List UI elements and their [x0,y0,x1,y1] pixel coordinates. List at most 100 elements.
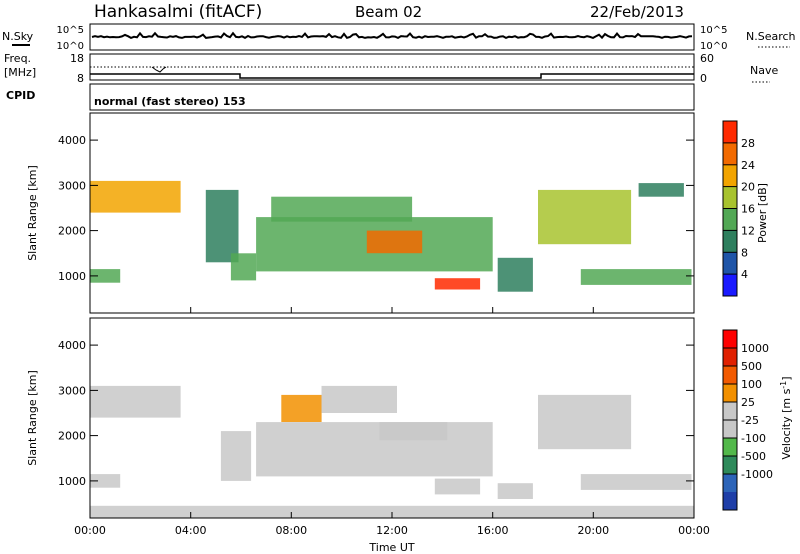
velocity-echo-region-11 [90,505,694,518]
velocity-colorbar-swatch-1 [723,348,737,366]
n-search-tick-low: 10^0 [700,41,727,52]
mhz-label: [MHz] [4,66,36,79]
power-ytick-label-3: 4000 [58,134,86,147]
n-sky-label: N.Sky [2,30,34,43]
power-colorbar-swatch-7 [723,121,737,143]
velocity-colorbar-tick-4: -25 [741,414,759,427]
station-title: Hankasalmi (fitACF) [94,2,262,22]
x-axis-label: Time UT [368,541,414,554]
beam-title: Beam 02 [355,3,422,21]
cpid-panel: CPID normal (fast stereo) 153 [6,83,695,111]
velocity-echo-region-9 [538,394,632,450]
power-ytick-label-0: 1000 [58,270,86,283]
velocity-colorbar-swatch-2 [723,366,737,384]
power-echo-region-11 [638,183,684,197]
power-colorbar-tick-6: 4 [741,268,748,281]
velocity-colorbar-tick-2: 100 [741,378,762,391]
velocity-colorbar-swatch-4 [723,402,737,420]
power-colorbar-tick-1: 24 [741,159,755,172]
n-search-tick-high: 10^5 [700,25,727,36]
xtick-label-5: 20:00 [577,524,609,537]
velocity-echo-region-1 [90,474,121,488]
power-echo-region-6 [271,196,413,222]
power-ylabel: Slant Range [km] [26,165,39,261]
freq-tick-low: 8 [77,72,84,85]
velocity-colorbar-tick-3: 25 [741,396,755,409]
power-echo-region-2 [205,189,239,263]
xtick-label-6: 00:00 [678,524,710,537]
power-colorbar-swatch-4 [723,186,737,209]
velocity-colorbar-tick-6: -500 [741,450,766,463]
velocity-ytick-label-2: 3000 [58,384,86,397]
velocity-echo-region-0 [90,385,181,418]
power-colorbar-swatch-6 [723,142,737,165]
freq-tick-high: 18 [70,52,84,65]
power-colorbar-swatch-0 [723,274,737,296]
xtick-label-3: 12:00 [376,524,408,537]
power-colorbar-tick-4: 12 [741,224,755,237]
power-colorbar-tick-2: 20 [741,181,755,194]
velocity-heatmap [90,385,694,518]
power-echo-region-3 [230,253,257,281]
power-colorbar-tick-0: 28 [741,137,755,150]
velocity-colorbar-swatch-7 [723,456,737,474]
cpid-label: CPID [6,89,35,102]
noise-sky-line [91,31,693,40]
power-colorbar-tick-5: 8 [741,246,748,259]
velocity-ylabel: Slant Range [km] [26,370,39,466]
power-ytick-label-1: 2000 [58,225,86,238]
power-echo-region-0 [90,180,181,213]
power-echo-region-10 [580,269,692,285]
velocity-colorbar-swatch-3 [723,384,737,402]
n-sky-tick-low: 10^0 [57,41,84,52]
power-colorbar: 28 24 20 16 12 8 4 [722,120,755,297]
xtick-label-4: 16:00 [477,524,509,537]
x-axis: 00:00 04:00 08:00 12:00 16:00 20:00 00:00 [74,307,710,537]
velocity-colorbar-tick-5: -100 [741,432,766,445]
cpid-text: normal (fast stereo) 153 [94,95,246,108]
velocity-colorbar: 1000 500 100 25 -25 -100 -500 -1000 [722,329,773,511]
xtick-label-1: 04:00 [175,524,207,537]
velocity-echo-region-8 [497,483,533,499]
velocity-colorbar-swatch-9 [723,492,737,510]
power-colorbar-swatch-5 [723,164,737,187]
velocity-colorbar-tick-1: 500 [741,360,762,373]
velocity-panel: Slant Range [km] 1000 2000 3000 4000 [26,317,695,519]
power-colorbar-swatch-3 [723,208,737,231]
power-echo-region-7 [434,278,481,290]
velocity-colorbar-swatch-5 [723,420,737,438]
n-sky-tick-high: 10^5 [57,25,84,36]
velocity-colorbar-tick-0: 1000 [741,342,769,355]
power-echo-region-8 [497,257,533,292]
velocity-echo-region-3 [281,394,322,422]
velocity-colorbar-label: Velocity [m s-1] [779,376,793,459]
velocity-echo-region-6 [379,422,448,441]
power-colorbar-swatch-2 [723,230,737,253]
nave-label: Nave [750,64,778,77]
nave-tick-high: 60 [700,52,714,65]
velocity-echo-region-5 [256,422,493,477]
xtick-label-2: 08:00 [275,524,307,537]
nave-tick-low: 0 [700,72,707,85]
velocity-echo-region-4 [321,385,397,413]
velocity-ytick-label-0: 1000 [58,475,86,488]
freq-label: Freq. [4,52,31,65]
power-colorbar-tick-3: 16 [741,203,755,216]
velocity-echo-region-7 [434,478,481,495]
power-echo-region-1 [90,269,121,283]
frequency-line [90,73,694,79]
power-echo-region-9 [538,189,632,245]
power-colorbar-label: Power [dB] [756,183,769,243]
date-title: 22/Feb/2013 [590,3,684,21]
velocity-colorbar-swatch-0 [723,330,737,348]
velocity-colorbar-swatch-8 [723,474,737,492]
velocity-echo-region-2 [220,431,252,481]
power-ytick-label-2: 3000 [58,179,86,192]
velocity-colorbar-tick-7: -1000 [741,468,773,481]
velocity-ytick-label-3: 4000 [58,339,86,352]
nave-dip [151,66,167,73]
power-echo-region-5 [366,230,423,254]
noise-panel: N.Sky 10^5 10^0 10^5 10^0 N.Search [2,23,796,52]
n-search-label: N.Search [746,30,796,43]
